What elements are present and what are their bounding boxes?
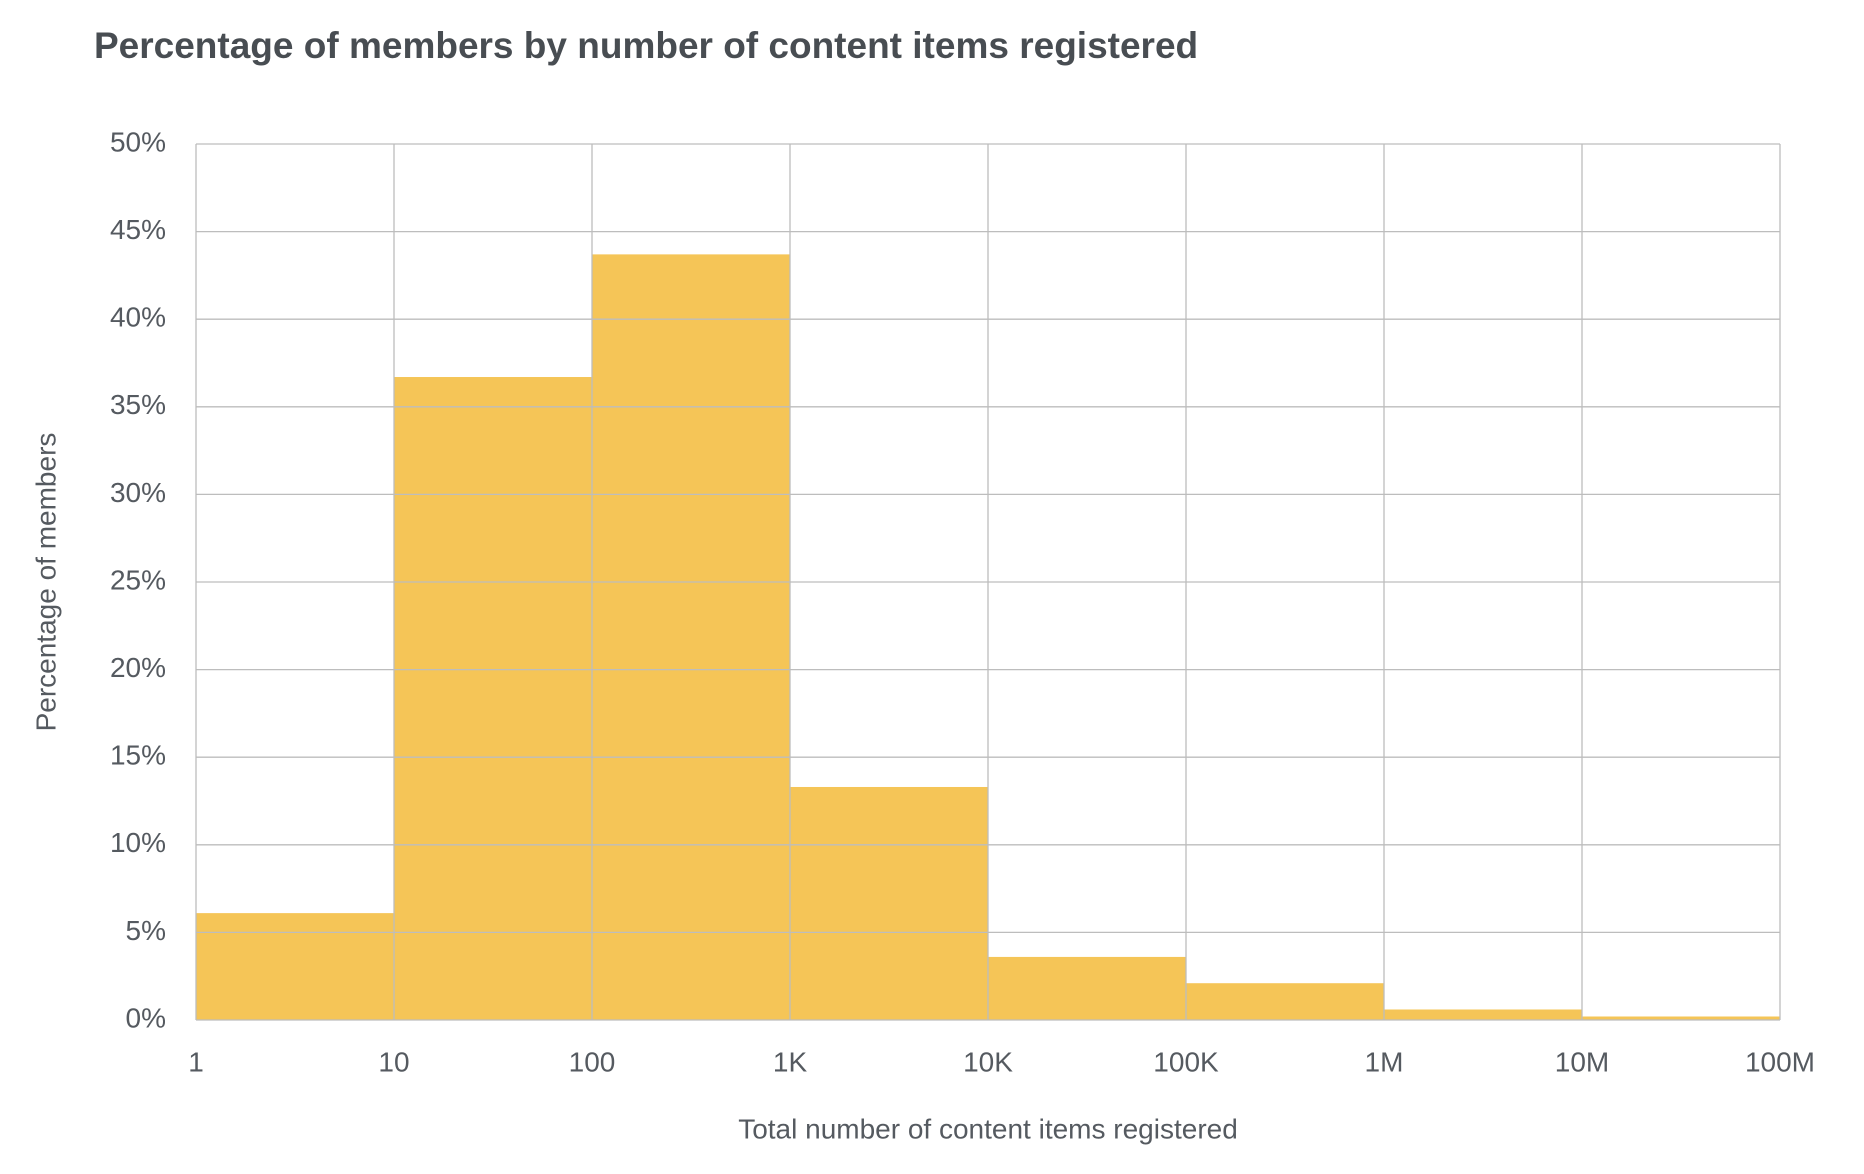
- y-tick-label: 20%: [110, 652, 166, 683]
- y-tick-label: 30%: [110, 477, 166, 508]
- y-tick-label: 0%: [126, 1002, 166, 1033]
- y-tick-label: 5%: [126, 915, 166, 946]
- bar: [196, 913, 394, 1020]
- bar: [592, 254, 790, 1021]
- y-tick-label: 50%: [110, 126, 166, 157]
- y-axis-label: Percentage of members: [30, 433, 61, 732]
- y-tick-label: 15%: [110, 740, 166, 771]
- bar: [1186, 983, 1384, 1020]
- chart-title: Percentage of members by number of conte…: [94, 25, 1198, 66]
- y-tick-label: 25%: [110, 564, 166, 595]
- bar: [394, 377, 592, 1020]
- y-tick-label: 45%: [110, 214, 166, 245]
- x-tick-label: 100M: [1745, 1046, 1815, 1077]
- x-tick-label: 1M: [1365, 1046, 1404, 1077]
- bar: [1582, 1016, 1780, 1020]
- x-tick-label: 1: [188, 1046, 204, 1077]
- x-tick-label: 1K: [773, 1046, 808, 1077]
- bar: [1384, 1009, 1582, 1020]
- x-tick-label: 10: [378, 1046, 409, 1077]
- bar: [988, 956, 1186, 1020]
- y-tick-label: 10%: [110, 827, 166, 858]
- y-tick-label: 35%: [110, 389, 166, 420]
- x-axis-label: Total number of content items registered: [738, 1113, 1238, 1144]
- x-tick-label: 100: [569, 1046, 616, 1077]
- x-tick-label: 100K: [1153, 1046, 1219, 1077]
- x-tick-label: 10M: [1555, 1046, 1609, 1077]
- x-tick-label: 10K: [963, 1046, 1013, 1077]
- y-tick-label: 40%: [110, 302, 166, 333]
- bar: [790, 786, 988, 1020]
